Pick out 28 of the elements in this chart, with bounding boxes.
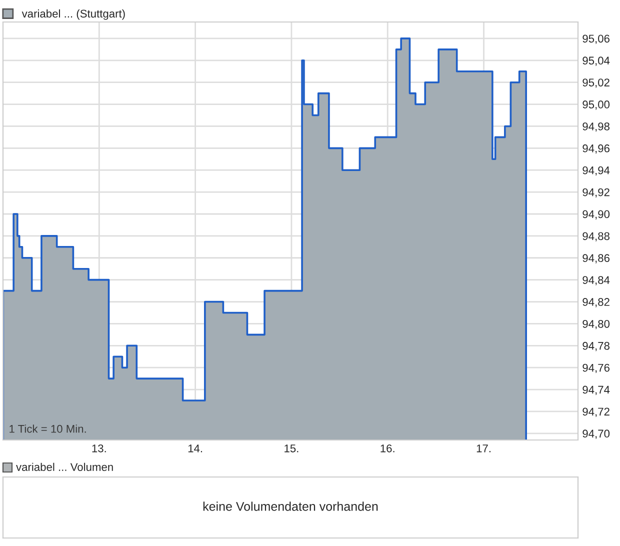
- text: variabel ... Volumen: [16, 462, 113, 471]
- x-tick-label: 14.: [188, 444, 202, 452]
- x-tick-label: 13.: [92, 444, 106, 452]
- y-tick-label: 94,80: [582, 320, 610, 330]
- y-tick-label: 95,00: [582, 100, 610, 110]
- y-tick-label: 94,72: [582, 408, 610, 417]
- annotation: 1 Tick = 10 Min.: [10, 424, 86, 433]
- y-tick-label: 94,94: [582, 166, 610, 176]
- y-tick-label: 94,96: [582, 144, 610, 154]
- x-tick-label: 15.: [284, 444, 298, 452]
- y-tick-label: 94,82: [582, 298, 610, 308]
- y-tick-label: 94,92: [582, 188, 610, 198]
- y-tick-label: 94,88: [582, 232, 610, 242]
- y-tick-label: 94,86: [582, 254, 610, 264]
- y-tick-label: 94,98: [582, 122, 610, 132]
- legend-label: variabel ... (Stuttgart): [22, 9, 125, 20]
- y-tick-label: 94,74: [582, 386, 610, 395]
- y-tick-label: 95,02: [582, 78, 610, 88]
- y-tick-label: 94,70: [582, 430, 610, 439]
- y-tick-label: 95,04: [582, 56, 610, 66]
- y-tick-label: 94,84: [582, 276, 610, 286]
- x-tick-label: 16.: [380, 444, 394, 452]
- y-tick-label: 95,06: [582, 34, 610, 44]
- x-tick-label: 17.: [476, 444, 490, 452]
- y-tick-label: 94,76: [582, 364, 610, 374]
- y-tick-label: 94,78: [582, 342, 610, 352]
- y-tick-label: 94,90: [582, 210, 610, 220]
- text: keine Volumendaten vorhanden: [203, 502, 378, 511]
